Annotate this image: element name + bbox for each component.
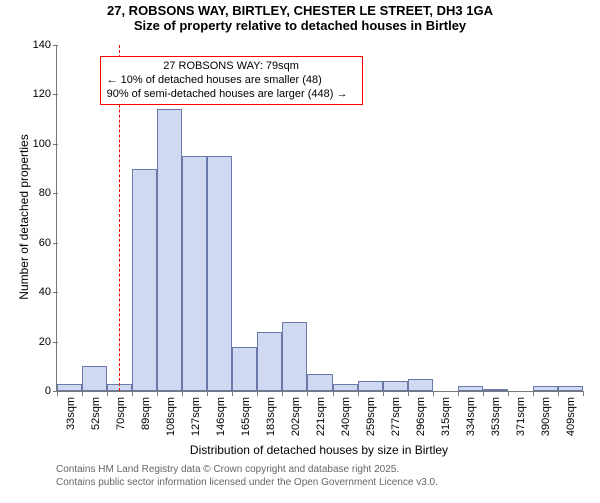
histogram-bar bbox=[533, 386, 558, 391]
histogram-plot: 02040608010012014033sqm52sqm70sqm89sqm10… bbox=[56, 45, 583, 392]
histogram-bar bbox=[207, 156, 232, 391]
x-tick: 183sqm bbox=[263, 397, 277, 436]
x-tick: 334sqm bbox=[463, 397, 477, 436]
y-axis-label: Number of detached properties bbox=[17, 117, 31, 317]
histogram-bar bbox=[483, 389, 508, 391]
histogram-bar bbox=[82, 366, 107, 391]
x-tick: 202sqm bbox=[288, 397, 302, 436]
x-tick: 353sqm bbox=[488, 397, 502, 436]
histogram-bar bbox=[232, 347, 257, 391]
x-tick: 127sqm bbox=[188, 397, 202, 436]
x-tick: 108sqm bbox=[163, 397, 177, 436]
annotation-box: 27 ROBSONS WAY: 79sqm← 10% of detached h… bbox=[100, 56, 363, 105]
x-tick: 165sqm bbox=[238, 397, 252, 436]
annotation-line: 90% of semi-detached houses are larger (… bbox=[107, 88, 356, 102]
histogram-bar bbox=[358, 381, 383, 391]
y-tick: 100 bbox=[33, 138, 57, 150]
y-tick: 80 bbox=[39, 187, 57, 199]
histogram-bar bbox=[157, 109, 182, 391]
histogram-bar bbox=[307, 374, 332, 391]
x-tick: 277sqm bbox=[388, 397, 402, 436]
x-axis-label: Distribution of detached houses by size … bbox=[56, 443, 582, 457]
x-tick: 409sqm bbox=[563, 397, 577, 436]
y-tick: 140 bbox=[33, 39, 57, 51]
histogram-bar bbox=[282, 322, 307, 391]
x-tick: 371sqm bbox=[513, 397, 527, 436]
y-tick: 0 bbox=[45, 385, 57, 397]
x-tick: 390sqm bbox=[538, 397, 552, 436]
footer-line-1: Contains HM Land Registry data © Crown c… bbox=[56, 463, 438, 476]
y-tick: 60 bbox=[39, 237, 57, 249]
histogram-bar bbox=[333, 384, 358, 391]
annotation-line: ← 10% of detached houses are smaller (48… bbox=[107, 74, 356, 88]
x-tick: 33sqm bbox=[63, 397, 77, 430]
histogram-bar bbox=[558, 386, 583, 391]
y-tick: 20 bbox=[39, 336, 57, 348]
histogram-bar bbox=[408, 379, 433, 391]
histogram-bar bbox=[458, 386, 483, 391]
annotation-line: 27 ROBSONS WAY: 79sqm bbox=[107, 60, 356, 74]
x-tick: 221sqm bbox=[313, 397, 327, 436]
x-tick: 52sqm bbox=[88, 397, 102, 430]
footer-line-2: Contains public sector information licen… bbox=[56, 476, 438, 489]
x-tick: 89sqm bbox=[138, 397, 152, 430]
title-line-1: 27, ROBSONS WAY, BIRTLEY, CHESTER LE STR… bbox=[0, 3, 600, 18]
histogram-bar bbox=[383, 381, 408, 391]
x-tick: 315sqm bbox=[438, 397, 452, 436]
y-tick: 40 bbox=[39, 286, 57, 298]
footer-attribution: Contains HM Land Registry data © Crown c… bbox=[56, 463, 438, 489]
y-tick: 120 bbox=[33, 88, 57, 100]
x-tick: 146sqm bbox=[213, 397, 227, 436]
histogram-bar bbox=[57, 384, 82, 391]
x-tick: 70sqm bbox=[113, 397, 127, 430]
title-line-2: Size of property relative to detached ho… bbox=[0, 18, 600, 33]
histogram-bar bbox=[257, 332, 282, 391]
histogram-bar bbox=[182, 156, 207, 391]
x-tick: 240sqm bbox=[338, 397, 352, 436]
x-tick: 259sqm bbox=[363, 397, 377, 436]
x-tick: 296sqm bbox=[413, 397, 427, 436]
histogram-bar bbox=[132, 169, 157, 391]
